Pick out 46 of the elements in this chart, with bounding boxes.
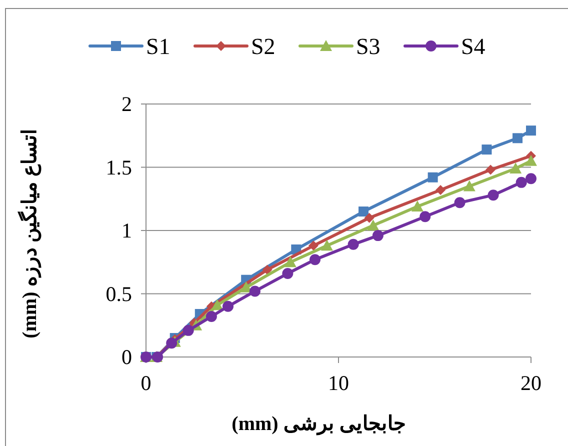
point (211, 299, 224, 310)
point (463, 180, 476, 192)
point (488, 190, 499, 201)
point (428, 172, 438, 182)
x-axis-title: جابجایی برشی (mm) (232, 413, 406, 436)
point (526, 173, 536, 184)
legend-label: S3 (356, 34, 380, 59)
point (512, 133, 523, 144)
point (182, 324, 194, 336)
y-tick-label: 0 (122, 345, 132, 369)
legend-label: S1 (146, 34, 170, 59)
point (420, 211, 431, 222)
y-axis-title: اتساع میانگین درزه (mm) (17, 128, 42, 338)
point (526, 126, 536, 136)
x-tick-label: 10 (328, 371, 349, 395)
x-tick-label: 20 (520, 371, 542, 395)
legend-label: S2 (251, 34, 276, 59)
point (364, 212, 374, 223)
y-tick-label: 0.5 (106, 282, 132, 306)
y-tick-label: 1 (122, 218, 132, 242)
point (372, 230, 384, 242)
point (348, 238, 359, 250)
point (310, 254, 321, 266)
point (320, 240, 333, 251)
legend-label: S4 (461, 34, 486, 59)
point (516, 176, 527, 188)
point (510, 162, 522, 174)
point (486, 164, 496, 175)
point (367, 219, 380, 230)
point (284, 256, 296, 268)
point (262, 264, 272, 275)
point (358, 206, 369, 217)
y-tick-label: 1.5 (106, 155, 132, 180)
point (454, 197, 466, 208)
point (282, 268, 294, 280)
point (436, 185, 446, 196)
point (166, 338, 178, 349)
point (482, 144, 492, 155)
point (411, 200, 424, 212)
point (525, 154, 537, 166)
y-tick-label: 2 (122, 92, 132, 116)
x-tick-label: 0 (140, 371, 152, 395)
point (222, 300, 234, 312)
point (206, 311, 217, 322)
point (249, 286, 260, 297)
point (308, 240, 318, 251)
